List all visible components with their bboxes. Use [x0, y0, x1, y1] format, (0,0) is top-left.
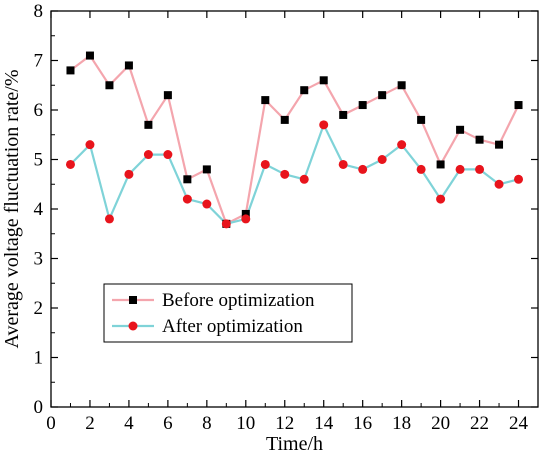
x-tick-label: 2 [85, 413, 95, 434]
data-point-s2-22 [475, 164, 485, 174]
y-tick-label: 6 [34, 100, 44, 121]
data-point-s2-21 [455, 164, 465, 174]
data-point-s2-10 [241, 214, 251, 224]
y-tick-label: 7 [34, 51, 44, 72]
y-tick-label: 8 [34, 1, 44, 22]
data-point-s1-16 [358, 101, 367, 110]
data-point-s2-7 [182, 194, 192, 204]
plot-lines [69, 54, 520, 225]
data-point-s2-1 [65, 159, 75, 169]
data-point-s1-17 [378, 91, 387, 100]
data-point-s2-6 [163, 150, 173, 160]
data-point-s1-12 [280, 115, 289, 124]
data-point-s1-11 [261, 96, 270, 105]
y-tick-label: 1 [34, 348, 44, 369]
data-point-s1-18 [397, 81, 406, 90]
data-point-s1-7 [183, 175, 192, 184]
data-point-s2-13 [299, 174, 309, 184]
legend-marker-1 [129, 296, 137, 304]
data-point-s2-17 [377, 155, 387, 164]
x-ticks: 0 2 4 6 8 10 12 14 16 18 20 22 24 [46, 11, 529, 434]
y-tick-label: 3 [34, 249, 44, 270]
data-point-s2-2 [85, 140, 95, 150]
data-point-s1-2 [85, 51, 94, 60]
x-tick-label: 6 [163, 413, 173, 434]
plot-markers [65, 51, 524, 229]
data-point-s1-23 [495, 140, 504, 149]
data-point-s1-21 [456, 125, 465, 134]
x-tick-label: 16 [353, 413, 372, 434]
x-tick-label: 18 [392, 413, 411, 434]
x-tick-label: 10 [236, 413, 255, 434]
data-point-s1-5 [144, 120, 153, 129]
data-point-s2-18 [397, 140, 407, 150]
data-point-s2-12 [280, 169, 290, 179]
data-point-s2-15 [338, 159, 348, 169]
data-point-s1-3 [105, 81, 114, 90]
data-point-s1-20 [436, 160, 445, 169]
x-tick-label: 20 [431, 413, 450, 434]
data-point-s1-15 [339, 110, 348, 119]
x-tick-label: 12 [275, 413, 294, 434]
data-point-s1-6 [163, 91, 172, 100]
data-point-s1-13 [300, 86, 309, 95]
data-point-s2-16 [358, 164, 368, 174]
y-tick-label: 0 [34, 397, 44, 418]
data-point-s1-22 [475, 135, 484, 144]
y-tick-label: 5 [34, 150, 44, 171]
x-axis-title: Time/h [266, 433, 323, 455]
data-point-s1-14 [319, 76, 328, 85]
data-point-s2-4 [124, 169, 134, 179]
x-tick-label: 22 [470, 413, 489, 434]
data-point-s2-23 [494, 179, 504, 189]
y-tick-label: 2 [34, 298, 44, 319]
legend-marker-2 [128, 321, 138, 331]
x-tick-label: 0 [46, 413, 56, 434]
data-point-s2-11 [260, 159, 270, 169]
data-point-s1-10 [241, 209, 250, 218]
legend: Before optimization After optimization [103, 283, 353, 343]
data-point-s2-20 [436, 194, 446, 204]
legend-label-1: Before optimization [162, 290, 315, 311]
x-tick-label: 14 [314, 413, 334, 434]
x-tick-label: 4 [124, 413, 134, 434]
legend-box [103, 283, 353, 343]
data-point-s2-5 [143, 150, 153, 160]
data-point-s2-3 [104, 214, 114, 224]
data-point-s2-14 [319, 120, 329, 130]
y-axis-title: Average voltage fluctuation rate/% [1, 70, 23, 349]
data-point-s2-8 [202, 199, 212, 209]
data-point-s1-4 [124, 61, 133, 70]
legend-label-2: After optimization [162, 316, 303, 337]
data-point-s1-24 [514, 101, 523, 110]
y-tick-label: 4 [34, 199, 44, 220]
series-line-2 [69, 123, 519, 225]
data-point-s1-8 [202, 165, 211, 174]
y-ticks: 0 1 2 3 4 5 6 7 8 [34, 1, 538, 418]
data-point-s2-19 [416, 164, 426, 174]
x-tick-label: 24 [509, 413, 529, 434]
data-point-s1-19 [417, 115, 426, 124]
legend-entries: Before optimization After optimization [112, 290, 315, 337]
x-tick-label: 8 [202, 413, 212, 434]
series-line-1 [69, 54, 520, 225]
data-point-s1-1 [66, 66, 75, 75]
data-point-s2-24 [514, 174, 524, 184]
data-point-s2-9 [221, 219, 231, 229]
